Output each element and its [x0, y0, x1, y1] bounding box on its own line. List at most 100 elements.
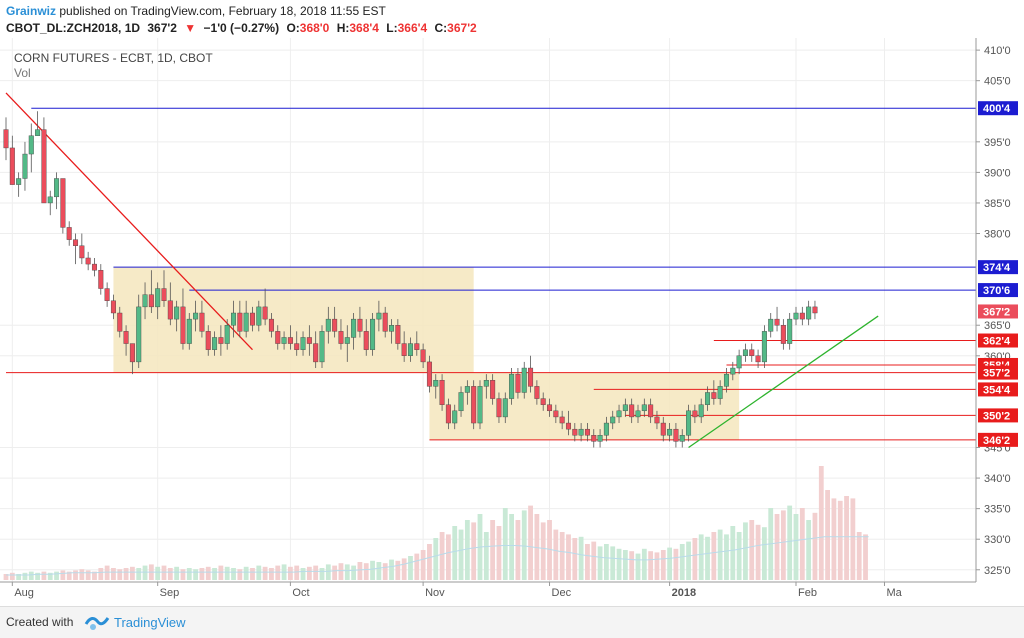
trend-line	[5, 92, 253, 351]
volume-bar	[237, 569, 243, 580]
volume-bar	[98, 568, 104, 580]
candle	[66, 227, 72, 240]
volume-bar	[496, 526, 502, 580]
volume-label: Vol	[14, 66, 31, 80]
candle	[433, 380, 439, 387]
volume-bar	[269, 568, 274, 580]
volume-bar	[370, 560, 375, 580]
price-level-tag	[978, 260, 1018, 275]
volume-bar	[837, 500, 843, 580]
volume-bar	[673, 548, 679, 580]
chart-title: CORN FUTURES - ECBT, 1D, CBOT	[14, 51, 213, 65]
candle	[806, 306, 812, 320]
volume-bar	[104, 565, 110, 580]
price-level-tag	[978, 333, 1018, 348]
volume-bar	[490, 520, 496, 580]
price-level-label: 357'2	[983, 368, 1010, 380]
volume-bar	[420, 550, 426, 580]
candle	[528, 367, 534, 387]
time-tick-label: Nov	[425, 587, 445, 599]
volume-bar	[130, 566, 135, 580]
volume-bar	[825, 490, 830, 580]
candle	[294, 343, 300, 350]
price-tick-label: 325'0	[984, 565, 1011, 577]
volume-bar	[856, 532, 862, 580]
volume-bar	[92, 571, 97, 580]
candle	[281, 337, 287, 344]
price-tick-label: 410'0	[984, 45, 1011, 57]
candle	[768, 318, 774, 332]
candle	[98, 270, 104, 289]
symbol-label: CBOT_DL:ZCH2018, 1D	[6, 21, 141, 35]
candle	[610, 416, 616, 424]
volume-bar	[389, 559, 394, 580]
candle	[414, 343, 420, 350]
candle	[502, 398, 508, 418]
candle	[787, 318, 793, 344]
volume-bar	[471, 522, 477, 580]
candle	[60, 178, 66, 228]
candle	[167, 300, 173, 320]
candle	[705, 392, 711, 405]
price-level-label: 362'4	[983, 336, 1011, 348]
close-value: 367'2	[447, 21, 477, 35]
price-tick-label: 365'0	[984, 320, 1011, 332]
candle	[370, 318, 376, 350]
candle	[325, 318, 331, 332]
candle	[91, 263, 97, 271]
price-tick-label: 335'0	[984, 504, 1011, 516]
volume-bar	[161, 565, 167, 580]
price-axis	[976, 38, 1024, 606]
tradingview-logo-icon[interactable]	[84, 612, 110, 632]
candle	[376, 312, 382, 320]
candle	[357, 318, 363, 332]
last-price: 367'2	[147, 21, 177, 35]
tradingview-brand-link[interactable]: TradingView	[114, 615, 186, 630]
time-axis	[0, 582, 1024, 606]
candle	[749, 349, 755, 356]
volume-bar	[22, 572, 28, 580]
candle	[597, 435, 603, 442]
volume-bar	[711, 532, 717, 580]
volume-bar	[818, 466, 824, 580]
candle	[445, 404, 451, 424]
volume-bar	[344, 564, 350, 580]
volume-bar	[616, 548, 622, 580]
volume-bar	[743, 522, 748, 580]
volume-bar	[755, 524, 761, 580]
volume-bar	[408, 556, 413, 580]
candle	[591, 435, 597, 442]
candle	[363, 331, 369, 350]
volume-average-line	[6, 536, 869, 576]
volume-bar	[136, 568, 142, 580]
author-link[interactable]: Grainwiz	[6, 4, 57, 18]
candle	[47, 196, 53, 204]
volume-bar	[572, 538, 578, 580]
volume-bar	[547, 520, 552, 580]
close-label: C:	[434, 21, 448, 35]
volume-bar	[256, 565, 262, 580]
volume-bar	[667, 547, 672, 580]
candle	[648, 404, 654, 418]
candle	[224, 325, 230, 344]
price-level-label: 370'6	[983, 285, 1010, 297]
candle	[559, 416, 565, 424]
volume-bar	[325, 564, 331, 580]
down-arrow-icon: ▼	[184, 21, 197, 35]
volume-bar	[313, 565, 319, 580]
volume-bar	[597, 546, 603, 580]
price-level-tag	[978, 365, 1018, 380]
open-label: O:	[286, 21, 300, 35]
candle	[319, 331, 325, 363]
created-with-label: Created with	[6, 615, 74, 629]
volume-bar	[73, 570, 78, 580]
volume-bar	[414, 553, 420, 580]
volume-bar	[585, 544, 590, 580]
volume-bar	[705, 536, 710, 580]
candle	[212, 337, 218, 350]
candle	[41, 129, 47, 204]
candle	[540, 398, 546, 405]
candle	[736, 355, 742, 369]
volume-bar	[218, 565, 224, 580]
